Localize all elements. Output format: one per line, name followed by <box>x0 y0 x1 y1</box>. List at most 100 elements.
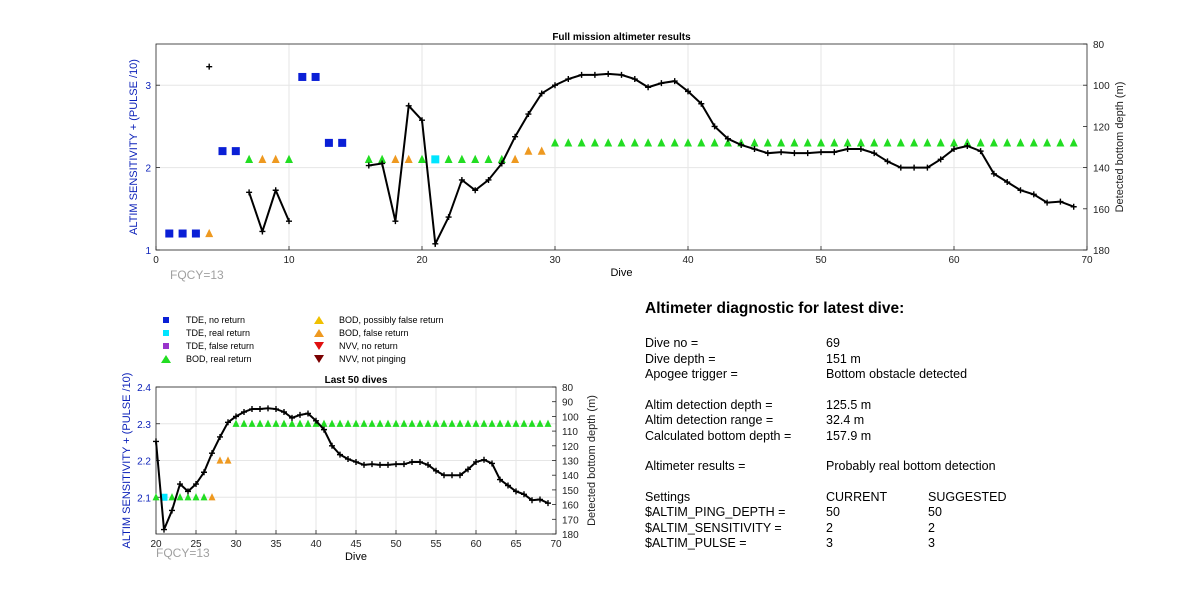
small-y2label: Detected bottom depth (m) <box>586 395 598 526</box>
small-marker <box>248 419 256 427</box>
main-depth-point <box>897 164 904 171</box>
small-depth-point <box>345 456 351 463</box>
small-marker <box>256 419 264 427</box>
main-marker <box>311 72 320 81</box>
legend-marker-icon <box>160 327 172 339</box>
main-depth-point <box>1070 203 1077 210</box>
small-marker <box>192 493 200 501</box>
main-depth-point <box>671 78 678 85</box>
ping-depth-row: $ALTIM_PING_DEPTH = 50 50 <box>645 505 1165 521</box>
main-depth-point <box>419 117 425 124</box>
main-depth-point <box>645 84 652 91</box>
main-depth-point <box>498 160 505 167</box>
small-y2tick-label: 90 <box>562 398 574 409</box>
small-marker <box>496 419 504 427</box>
main-depth-point <box>698 100 705 107</box>
main-depth-point <box>1057 198 1064 205</box>
small-marker <box>240 419 248 427</box>
legend-marker-icon <box>160 353 172 365</box>
main-marker <box>976 138 985 147</box>
apogee-row: Apogee trigger = Bottom obstacle detecte… <box>645 367 1165 383</box>
main-marker <box>404 154 413 163</box>
main-y2tick-label: 140 <box>1093 164 1110 175</box>
ping-depth-label: $ALTIM_PING_DEPTH = <box>645 505 786 519</box>
legend-label: NVV, not pinging <box>339 354 406 364</box>
main-marker <box>471 154 480 163</box>
main-marker <box>896 138 905 147</box>
main-marker <box>178 229 187 238</box>
legend-item: BOD, real return <box>160 353 252 365</box>
ping-depth-suggested: 50 <box>928 505 942 519</box>
main-ytick-label: 2 <box>145 164 151 175</box>
small-marker <box>160 493 168 501</box>
main-marker <box>165 229 174 238</box>
small-marker <box>264 419 272 427</box>
small-xtick-label: 70 <box>550 539 562 550</box>
dive-no-row: Dive no = 69 <box>645 336 1165 352</box>
small-marker <box>424 419 432 427</box>
main-marker <box>870 138 879 147</box>
main-series-tde-real-return <box>431 155 440 164</box>
small-ylabel: ALTIM SENSITIVITY + (PULSE /10) <box>121 373 133 549</box>
legend-marker-icon <box>160 314 172 326</box>
altim-range-label: Altim detection range = <box>645 413 774 427</box>
small-marker <box>200 493 208 501</box>
small-marker <box>488 419 496 427</box>
small-marker <box>416 419 424 427</box>
small-depth-point <box>465 466 471 473</box>
small-marker <box>296 419 304 427</box>
main-depth-point <box>379 160 386 167</box>
altim-range-row: Altim detection range = 32.4 m <box>645 413 1165 429</box>
small-xtick-label: 20 <box>150 539 162 550</box>
dive-no-value: 69 <box>826 336 840 350</box>
small-depth-point <box>257 406 263 413</box>
small-marker <box>480 419 488 427</box>
small-depth-point <box>201 469 207 476</box>
small-marker <box>224 456 232 464</box>
small-y2tick-label: 120 <box>562 442 579 453</box>
small-depth-point <box>505 482 511 489</box>
main-depth-point <box>552 82 558 89</box>
main-xtick-label: 40 <box>682 255 694 266</box>
main-depth-point <box>525 111 532 118</box>
small-depth-point <box>329 442 335 449</box>
legend-label: BOD, false return <box>339 328 409 338</box>
small-marker <box>152 493 160 501</box>
main-depth-line <box>206 63 1077 248</box>
small-y2tick-label: 160 <box>562 501 579 512</box>
small-marker <box>536 419 544 427</box>
small-marker <box>176 493 184 501</box>
small-depth-point <box>193 481 199 488</box>
small-series-bod-false-return <box>208 456 232 501</box>
results-value: Probably real bottom detection <box>826 459 996 473</box>
main-depth-point <box>631 76 638 83</box>
main-marker <box>817 138 825 147</box>
legend-item: BOD, false return <box>313 327 409 339</box>
main-xtick-label: 70 <box>1081 255 1093 266</box>
small-depth-point <box>377 461 383 468</box>
small-depth-point <box>289 414 295 421</box>
small-series-bod-real-return <box>152 419 552 501</box>
main-marker <box>684 138 692 147</box>
main-marker <box>1069 138 1078 147</box>
small-depth-point <box>217 433 223 440</box>
main-depth-point <box>392 218 399 225</box>
main-marker <box>644 138 653 147</box>
small-depth-point <box>401 461 407 468</box>
main-xtick-label: 0 <box>153 255 159 266</box>
diagnostic-title: Altimeter diagnostic for latest dive: <box>645 300 905 317</box>
small-depth-point <box>489 460 495 467</box>
small-depth-point <box>369 461 375 468</box>
main-marker <box>577 138 586 147</box>
small-y2tick-label: 130 <box>562 457 579 468</box>
small-marker <box>448 419 456 427</box>
small-depth-point <box>457 472 463 479</box>
main-depth-point <box>951 146 957 153</box>
main-marker <box>191 229 200 238</box>
small-depth-point <box>481 456 487 463</box>
main-depth-point <box>605 70 612 77</box>
small-depth-point <box>153 438 159 445</box>
main-series-bod-real-return <box>245 138 1078 163</box>
small-depth-point <box>417 458 423 465</box>
pulse-label: $ALTIM_PULSE = <box>645 536 747 550</box>
